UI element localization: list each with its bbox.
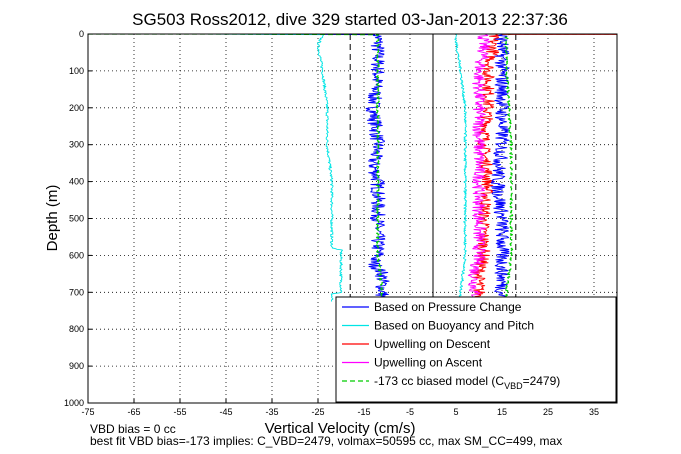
y-axis-ticks: 0 100 200 300 400 500 600 700 800 900 1000: [64, 29, 92, 408]
y-tick-label: 700: [69, 287, 84, 297]
y-tick-label: 300: [69, 140, 84, 150]
series-series: [454, 34, 468, 302]
x-tick-label: -45: [219, 407, 232, 417]
legend-label: Upwelling on Descent: [374, 337, 491, 351]
legend-label: Based on Buoyancy and Pitch: [374, 319, 534, 333]
series-series: [410, 34, 510, 302]
x-tick-label: -35: [265, 407, 278, 417]
footer-line-2: best fit VBD bias=-173 implies: C_VBD=24…: [90, 434, 562, 448]
legend-box: [335, 296, 617, 403]
series-upwelling-on-ascent: [467, 34, 491, 302]
y-tick-label: 100: [69, 66, 84, 76]
legend-label: Upwelling on Ascent: [374, 356, 483, 370]
legend-label: -173 cc biased model (CVBD=2479): [374, 374, 560, 391]
data-series: [88, 34, 617, 303]
series-based-on-pressure-change: [111, 34, 390, 302]
x-tick-label: -15: [357, 407, 370, 417]
footer-line-1: VBD bias = 0 cc: [90, 422, 176, 436]
legend: Based on Pressure Change Based on Buoyanc…: [335, 296, 617, 403]
series-series: [504, 34, 617, 303]
series-based-on-buoyancy-and-pitch: [88, 34, 343, 302]
legend-label: Based on Pressure Change: [374, 300, 522, 314]
x-tick-label: 5: [453, 407, 458, 417]
x-axis-ticks: -75 -65 -55 -45 -35 -25 -15 -5 5 15 25 35: [81, 399, 599, 417]
x-tick-label: 35: [589, 407, 599, 417]
y-tick-label: 900: [69, 361, 84, 371]
y-tick-label: 600: [69, 250, 84, 260]
series-173-cc-biased-model-c-vbd-2479: [88, 34, 384, 302]
x-tick-label: 25: [543, 407, 553, 417]
x-tick-label: -75: [81, 407, 94, 417]
x-tick-label: -25: [311, 407, 324, 417]
y-axis-label: Depth (m): [44, 185, 61, 252]
y-tick-label: 500: [69, 214, 84, 224]
x-tick-label: 15: [497, 407, 507, 417]
y-tick-label: 1000: [64, 398, 84, 408]
chart-title: SG503 Ross2012, dive 329 started 03-Jan-…: [132, 10, 568, 29]
y-tick-label: 0: [79, 29, 84, 39]
x-tick-label: -55: [173, 407, 186, 417]
y-tick-label: 400: [69, 177, 84, 187]
x-axis-label: Vertical Velocity (cm/s): [265, 420, 416, 437]
y-tick-label: 200: [69, 103, 84, 113]
y-tick-label: 800: [69, 324, 84, 334]
x-tick-label: -65: [127, 407, 140, 417]
x-tick-label: -5: [406, 407, 414, 417]
